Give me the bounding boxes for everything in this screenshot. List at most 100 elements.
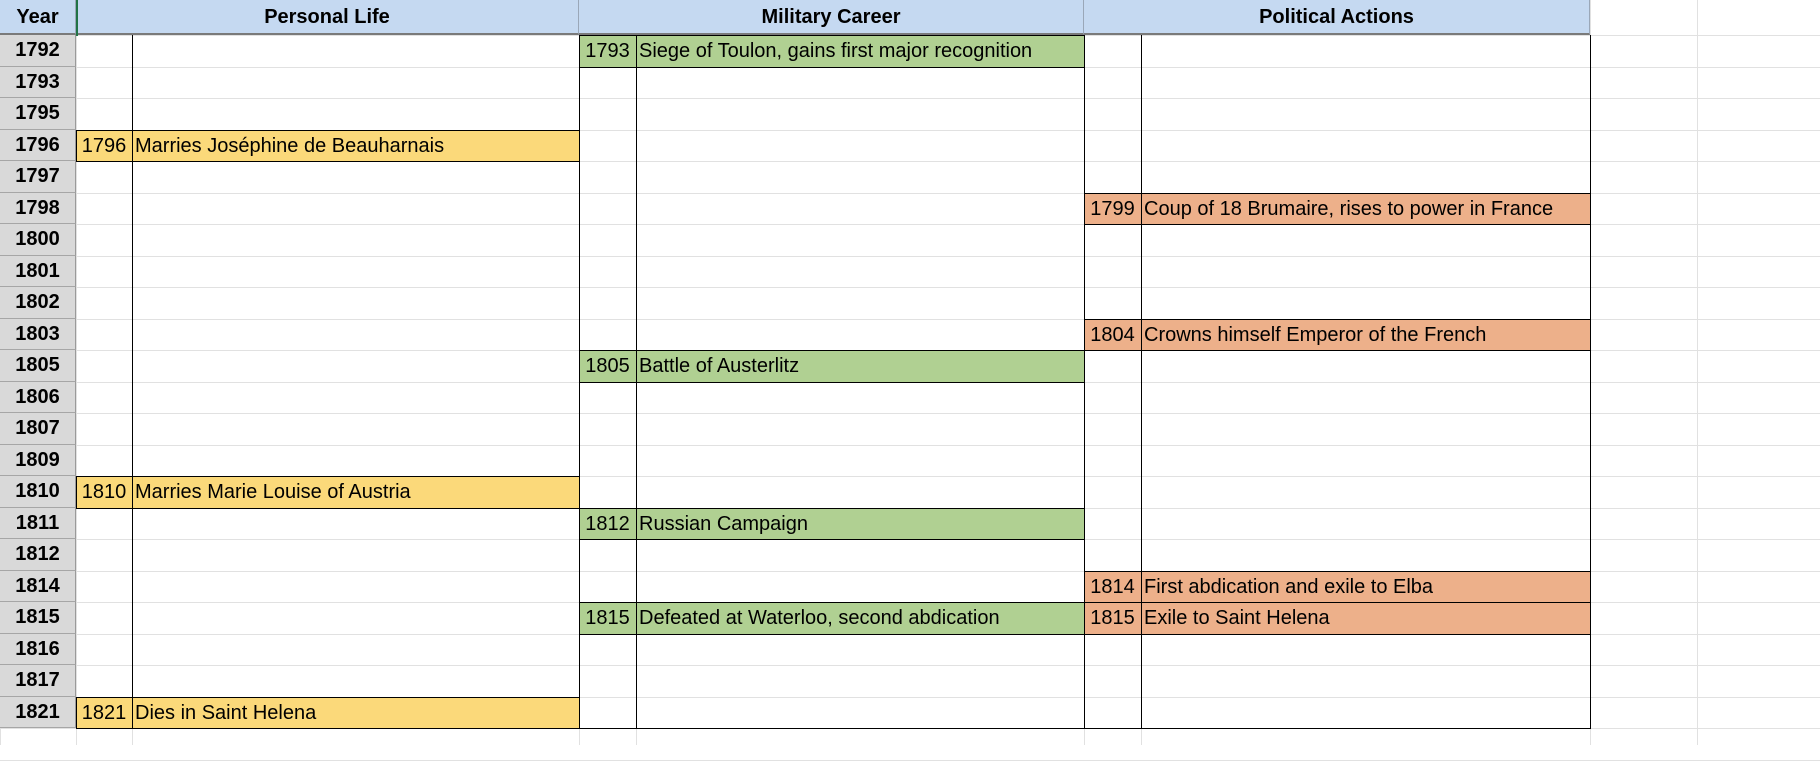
cell-border xyxy=(76,697,579,698)
cell-border xyxy=(1141,35,1142,729)
grid-row-line xyxy=(0,665,1820,666)
grid-row-line xyxy=(0,476,1820,477)
personal-event-year[interactable]: 1796 xyxy=(76,131,132,161)
cell-border xyxy=(579,67,1084,68)
year-cell[interactable]: 1810 xyxy=(0,476,76,508)
cell-border xyxy=(1084,602,1590,603)
cell-border xyxy=(76,476,579,477)
personal-event-description[interactable]: Dies in Saint Helena xyxy=(132,698,579,728)
year-cell[interactable]: 1807 xyxy=(0,413,76,445)
personal-event-year[interactable]: 1810 xyxy=(76,477,132,508)
cell-border xyxy=(1084,319,1085,350)
military-event-description[interactable]: Battle of Austerlitz xyxy=(636,351,1084,382)
military-event-description[interactable]: Defeated at Waterloo, second abdication xyxy=(636,603,1084,634)
cell-border xyxy=(132,35,133,729)
cell-border xyxy=(579,350,1084,351)
year-cell[interactable]: 1797 xyxy=(0,161,76,193)
cell-border xyxy=(579,382,1084,383)
political-event-year[interactable]: 1814 xyxy=(1084,572,1141,602)
cell-border xyxy=(76,728,579,729)
political-event-description[interactable]: Exile to Saint Helena xyxy=(1141,603,1590,634)
year-cell[interactable]: 1792 xyxy=(0,35,76,67)
year-cell[interactable]: 1812 xyxy=(0,539,76,571)
cell-border xyxy=(76,728,1590,729)
military-event-year[interactable]: 1805 xyxy=(579,351,636,382)
political-event-year[interactable]: 1799 xyxy=(1084,194,1141,224)
grid-row-line xyxy=(0,697,1820,698)
grid-row-line xyxy=(0,413,1820,414)
grid-row-line xyxy=(0,224,1820,225)
cell-border xyxy=(1084,35,1085,729)
grid-row-line xyxy=(0,571,1820,572)
year-cell[interactable]: 1811 xyxy=(0,508,76,539)
grid-row-line xyxy=(0,256,1820,257)
grid-column-line xyxy=(1697,0,1698,745)
header-military-career[interactable]: Military Career xyxy=(579,0,1084,35)
cell-border xyxy=(76,161,579,162)
year-cell[interactable]: 1817 xyxy=(0,665,76,697)
cell-border xyxy=(579,508,580,539)
cell-border xyxy=(579,539,1084,540)
year-cell[interactable]: 1805 xyxy=(0,350,76,382)
cell-border xyxy=(579,508,1084,509)
cell-border xyxy=(1084,571,1085,602)
cell-border xyxy=(76,508,579,509)
political-event-description[interactable]: Crowns himself Emperor of the French xyxy=(1141,320,1590,350)
year-cell[interactable]: 1809 xyxy=(0,445,76,476)
military-event-year[interactable]: 1815 xyxy=(579,603,636,634)
political-event-year[interactable]: 1804 xyxy=(1084,320,1141,350)
political-event-year[interactable]: 1815 xyxy=(1084,603,1141,634)
military-event-year[interactable]: 1793 xyxy=(579,36,636,67)
political-event-description[interactable]: Coup of 18 Brumaire, rises to power in F… xyxy=(1141,194,1590,224)
cell-border xyxy=(579,602,1084,603)
year-cell[interactable]: 1821 xyxy=(0,697,76,728)
cell-border xyxy=(1084,193,1085,224)
grid-row-line xyxy=(0,319,1820,320)
cell-border xyxy=(1084,350,1590,351)
cell-border xyxy=(579,35,580,67)
cell-border xyxy=(76,476,77,508)
cell-border xyxy=(76,697,77,728)
header-political-actions[interactable]: Political Actions xyxy=(1084,0,1590,35)
military-event-description[interactable]: Russian Campaign xyxy=(636,509,1084,539)
year-cell[interactable]: 1796 xyxy=(0,130,76,161)
header-personal-life[interactable]: Personal Life xyxy=(76,0,579,35)
year-cell[interactable]: 1806 xyxy=(0,382,76,413)
cell-border xyxy=(76,130,579,131)
year-cell[interactable]: 1801 xyxy=(0,256,76,287)
year-cell[interactable]: 1802 xyxy=(0,287,76,319)
grid-row-line xyxy=(0,98,1820,99)
cell-border xyxy=(579,350,580,382)
cell-border xyxy=(1084,602,1085,634)
cell-border xyxy=(1590,35,1591,729)
personal-event-year[interactable]: 1821 xyxy=(76,698,132,728)
year-cell[interactable]: 1814 xyxy=(0,571,76,602)
grid-row-line xyxy=(0,193,1820,194)
military-event-description[interactable]: Siege of Toulon, gains first major recog… xyxy=(636,36,1084,67)
grid-row-line xyxy=(0,287,1820,288)
year-cell[interactable]: 1793 xyxy=(0,67,76,98)
grid-row-line xyxy=(0,130,1820,131)
grid-row-line xyxy=(0,445,1820,446)
cell-border xyxy=(579,634,1084,635)
grid-row-line xyxy=(0,161,1820,162)
year-cell[interactable]: 1798 xyxy=(0,193,76,224)
cell-border xyxy=(1084,634,1590,635)
year-cell[interactable]: 1816 xyxy=(0,634,76,665)
grid-column-line xyxy=(76,0,77,745)
year-cell[interactable]: 1815 xyxy=(0,602,76,634)
cell-border xyxy=(579,602,580,634)
year-cell[interactable]: 1800 xyxy=(0,224,76,256)
active-cell-indicator xyxy=(76,0,78,36)
military-event-year[interactable]: 1812 xyxy=(579,509,636,539)
cell-border xyxy=(1084,571,1590,572)
cell-border xyxy=(1084,193,1590,194)
cell-border xyxy=(1084,224,1590,225)
year-cell[interactable]: 1795 xyxy=(0,98,76,130)
header-year[interactable]: Year xyxy=(0,0,76,35)
year-cell[interactable]: 1803 xyxy=(0,319,76,350)
personal-event-description[interactable]: Marries Joséphine de Beauharnais xyxy=(132,131,579,161)
political-event-description[interactable]: First abdication and exile to Elba xyxy=(1141,572,1590,602)
cell-border xyxy=(76,130,77,161)
personal-event-description[interactable]: Marries Marie Louise of Austria xyxy=(132,477,579,508)
